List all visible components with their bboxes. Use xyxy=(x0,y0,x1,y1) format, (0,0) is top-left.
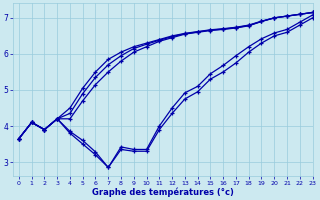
X-axis label: Graphe des températures (°c): Graphe des températures (°c) xyxy=(92,187,234,197)
